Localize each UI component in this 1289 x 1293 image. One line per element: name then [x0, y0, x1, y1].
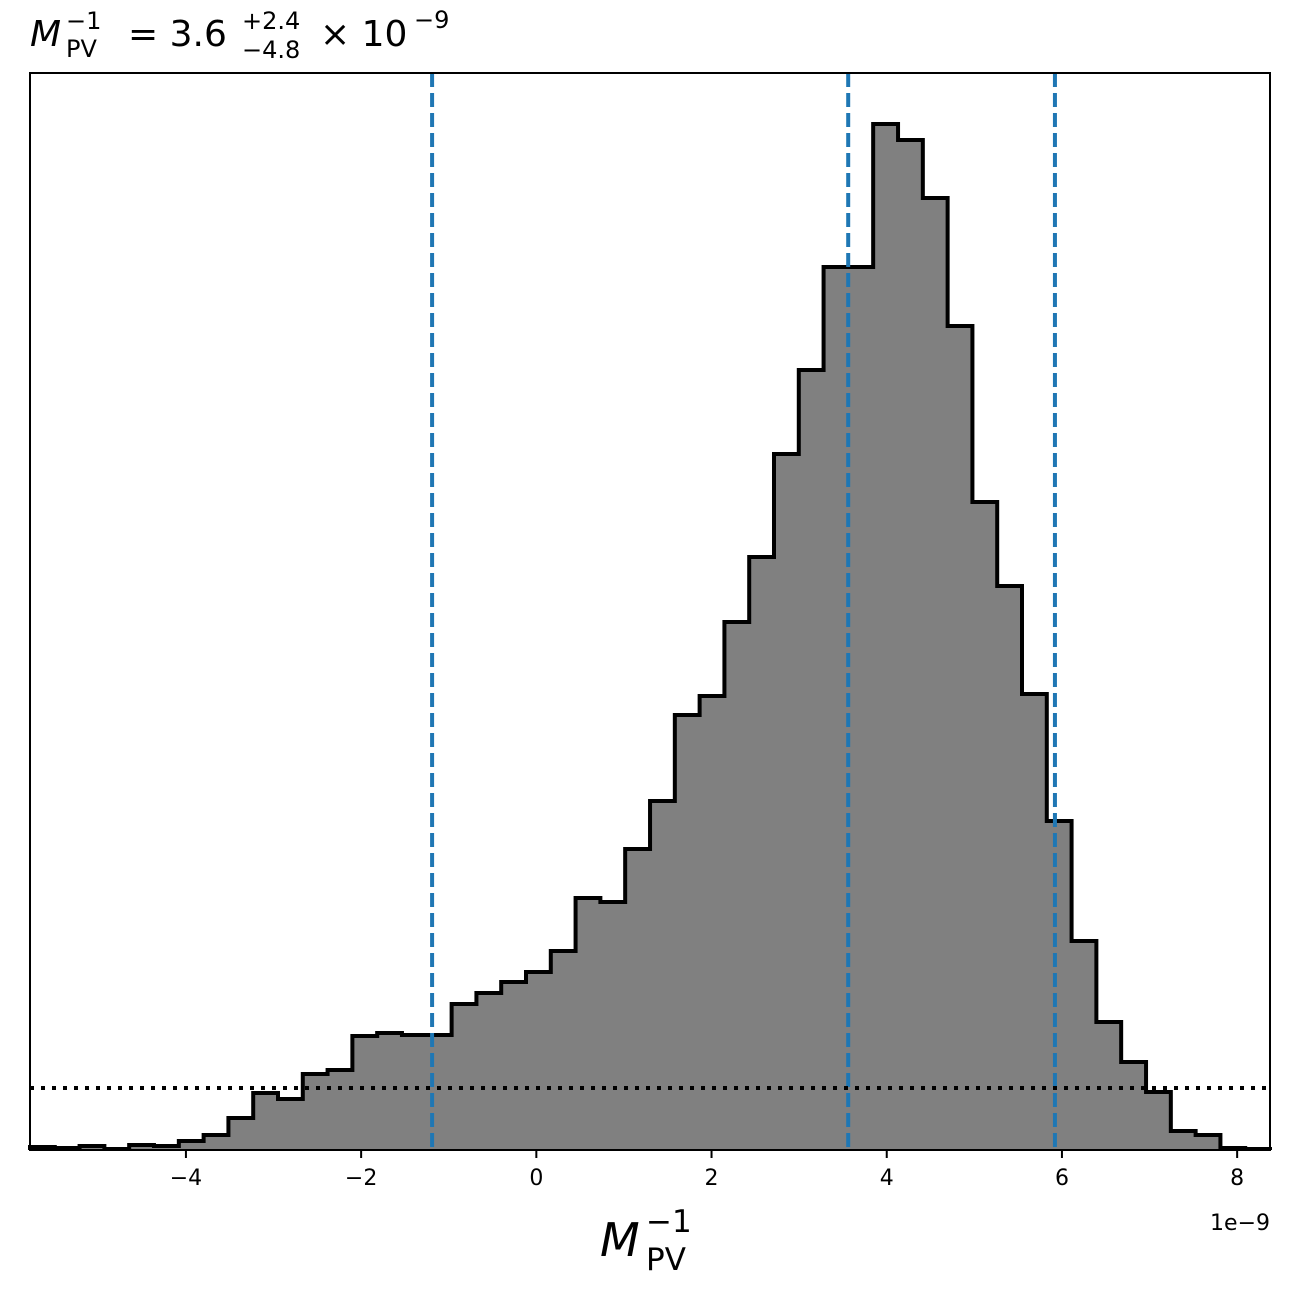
bar [476, 993, 502, 1150]
bar [848, 267, 874, 1150]
bars [30, 124, 1271, 1150]
x-tick-label: −2 [345, 1166, 377, 1191]
title-symbol-sub: PV [66, 35, 97, 63]
bar [203, 1135, 229, 1150]
bar [526, 972, 552, 1150]
bar [1170, 1131, 1197, 1150]
x-axis-label: M −1 PV [600, 1204, 692, 1278]
bar [997, 586, 1023, 1150]
x-tick-label: 0 [529, 1166, 543, 1191]
bar [253, 1093, 279, 1150]
plot-frame [29, 72, 1271, 1151]
title-factor: × 10 [320, 14, 407, 55]
x-tick-label: 8 [1230, 1166, 1244, 1191]
bar [1071, 941, 1097, 1150]
bar [600, 902, 626, 1150]
x-label-sup: −1 [646, 1204, 692, 1240]
bar [377, 1033, 403, 1150]
bar [401, 1035, 428, 1150]
bar [1121, 1062, 1147, 1150]
x-tick-label: −4 [170, 1166, 202, 1191]
bar [774, 454, 800, 1150]
bar [1046, 821, 1072, 1150]
bar [922, 198, 949, 1150]
bar [352, 1036, 378, 1150]
x-tick-label: 6 [1055, 1166, 1069, 1191]
bar [625, 849, 651, 1150]
bar [1195, 1135, 1221, 1150]
x-tick-label: 2 [705, 1166, 719, 1191]
bar [1022, 694, 1048, 1150]
bar [823, 267, 849, 1150]
bar [699, 696, 725, 1150]
title-value: = 3.6 [128, 14, 227, 55]
title-upper: +2.4 [242, 7, 300, 35]
title-symbol: M [30, 14, 61, 55]
x-label-sub: PV [646, 1242, 686, 1278]
bar [575, 898, 601, 1150]
bar [650, 801, 676, 1150]
histogram-outline [28, 122, 1272, 1151]
title: M −1 PV = 3.6 +2.4 −4.8 × 10 −9 [30, 6, 449, 64]
bar [426, 1035, 453, 1150]
bar [947, 326, 973, 1150]
title-symbol-sup: −1 [66, 7, 101, 35]
x-label-symbol: M [600, 1213, 640, 1267]
x-tick-label: 4 [880, 1166, 894, 1191]
bar [898, 140, 924, 1150]
bar [873, 124, 899, 1150]
bar [798, 370, 824, 1150]
bar [327, 1070, 353, 1150]
bar [749, 557, 775, 1150]
bar [302, 1074, 328, 1150]
bar [228, 1118, 254, 1150]
bar [1146, 1092, 1172, 1150]
bar [674, 715, 701, 1150]
bar [278, 1099, 304, 1150]
bar [724, 622, 750, 1150]
bar [178, 1141, 205, 1150]
bar [550, 951, 576, 1150]
bar [129, 1145, 155, 1150]
bar [451, 1004, 477, 1150]
bar [501, 982, 527, 1150]
bar [972, 502, 998, 1150]
title-exponent: −9 [414, 6, 449, 34]
x-offset-label: 1e−9 [1210, 1211, 1270, 1236]
title-lower: −4.8 [242, 36, 300, 64]
